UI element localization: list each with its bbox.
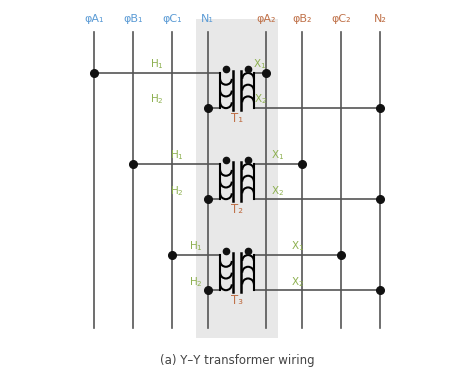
Text: X$_1$: X$_1$ bbox=[291, 240, 304, 253]
Text: N₁: N₁ bbox=[201, 14, 214, 24]
Text: φA₂: φA₂ bbox=[256, 14, 276, 24]
Bar bbox=[196, 19, 278, 338]
Text: T₂: T₂ bbox=[231, 203, 243, 216]
Text: X$_1$: X$_1$ bbox=[272, 149, 284, 162]
Text: T₃: T₃ bbox=[231, 294, 243, 307]
Text: H$_2$: H$_2$ bbox=[189, 275, 203, 289]
Text: T₁: T₁ bbox=[231, 112, 243, 125]
Text: X$_1$: X$_1$ bbox=[254, 58, 267, 71]
Text: H$_2$: H$_2$ bbox=[170, 184, 183, 197]
Text: (a) Y–Y transformer wiring: (a) Y–Y transformer wiring bbox=[160, 354, 314, 367]
Text: H$_2$: H$_2$ bbox=[150, 93, 164, 106]
Text: φC₂: φC₂ bbox=[331, 14, 351, 24]
Text: N₂: N₂ bbox=[374, 14, 386, 24]
Text: φB₁: φB₁ bbox=[123, 14, 143, 24]
Text: φB₂: φB₂ bbox=[292, 14, 312, 24]
Text: φC₁: φC₁ bbox=[162, 14, 182, 24]
Text: φA₁: φA₁ bbox=[84, 14, 104, 24]
Text: H$_1$: H$_1$ bbox=[189, 240, 203, 253]
Text: X$_2$: X$_2$ bbox=[254, 93, 266, 106]
Text: H$_1$: H$_1$ bbox=[170, 149, 183, 162]
Text: X$_2$: X$_2$ bbox=[272, 184, 284, 197]
Text: X$_2$: X$_2$ bbox=[291, 275, 304, 289]
Text: H$_1$: H$_1$ bbox=[150, 58, 164, 71]
